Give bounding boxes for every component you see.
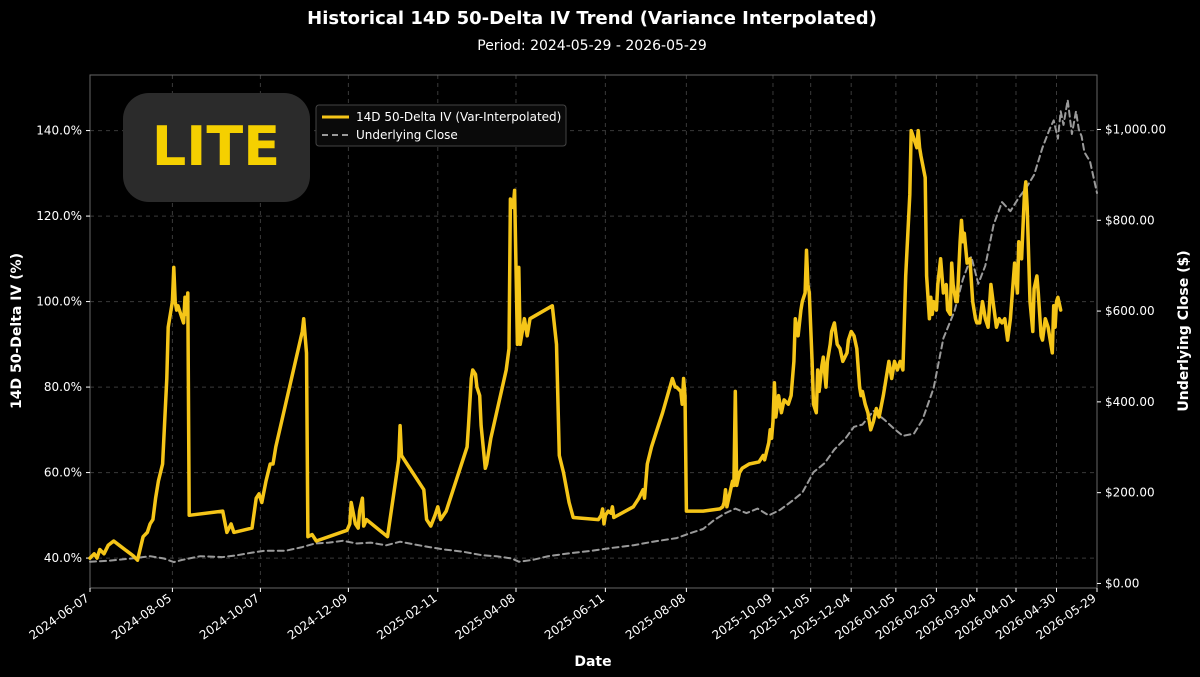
right-tick-label: $200.00 <box>1105 486 1155 500</box>
legend-label-iv: 14D 50-Delta IV (Var-Interpolated) <box>356 110 561 124</box>
left-tick-label: 120.0% <box>36 209 82 223</box>
legend-box <box>315 104 567 147</box>
series-layer <box>88 99 1098 564</box>
left-tick-label: 140.0% <box>36 124 82 138</box>
right-tick-label: $0.00 <box>1105 576 1139 590</box>
ticker-logo: LITE <box>123 93 310 202</box>
legend-label-underlying: Underlying Close <box>356 128 458 142</box>
logo-text: LITE <box>152 115 280 178</box>
left-tick-label: 80.0% <box>44 380 82 394</box>
right-tick-label: $400.00 <box>1105 395 1155 409</box>
chart-subtitle: Period: 2024-05-29 - 2026-05-29 <box>477 38 707 54</box>
legend: 14D 50-Delta IV (Var-Interpolated) Under… <box>315 104 567 147</box>
x-axis-label: Date <box>574 654 611 670</box>
logo-background <box>123 93 310 202</box>
left-y-axis-label: 14D 50-Delta IV (%) <box>9 253 25 409</box>
underlying-series-line <box>89 99 1098 564</box>
right-axis-ticks: $0.00 $200.00 $400.00 $600.00 $800.00 $1,000.… <box>1097 122 1166 590</box>
left-tick-label: 60.0% <box>44 466 82 480</box>
right-y-axis-label: Underlying Close ($) <box>1176 250 1192 411</box>
chart-title: Historical 14D 50-Delta IV Trend (Varian… <box>307 8 877 29</box>
right-tick-label: $800.00 <box>1105 213 1155 227</box>
iv-series-line <box>88 128 1063 562</box>
right-tick-label: $1,000.00 <box>1105 122 1166 136</box>
left-axis-ticks: 40.0% 60.0% 80.0% 100.0% 120.0% 140.0% <box>36 124 90 565</box>
plot-frame <box>89 74 1098 589</box>
left-tick-label: 40.0% <box>44 551 82 565</box>
right-tick-label: $600.00 <box>1105 304 1155 318</box>
left-tick-label: 100.0% <box>36 295 82 309</box>
